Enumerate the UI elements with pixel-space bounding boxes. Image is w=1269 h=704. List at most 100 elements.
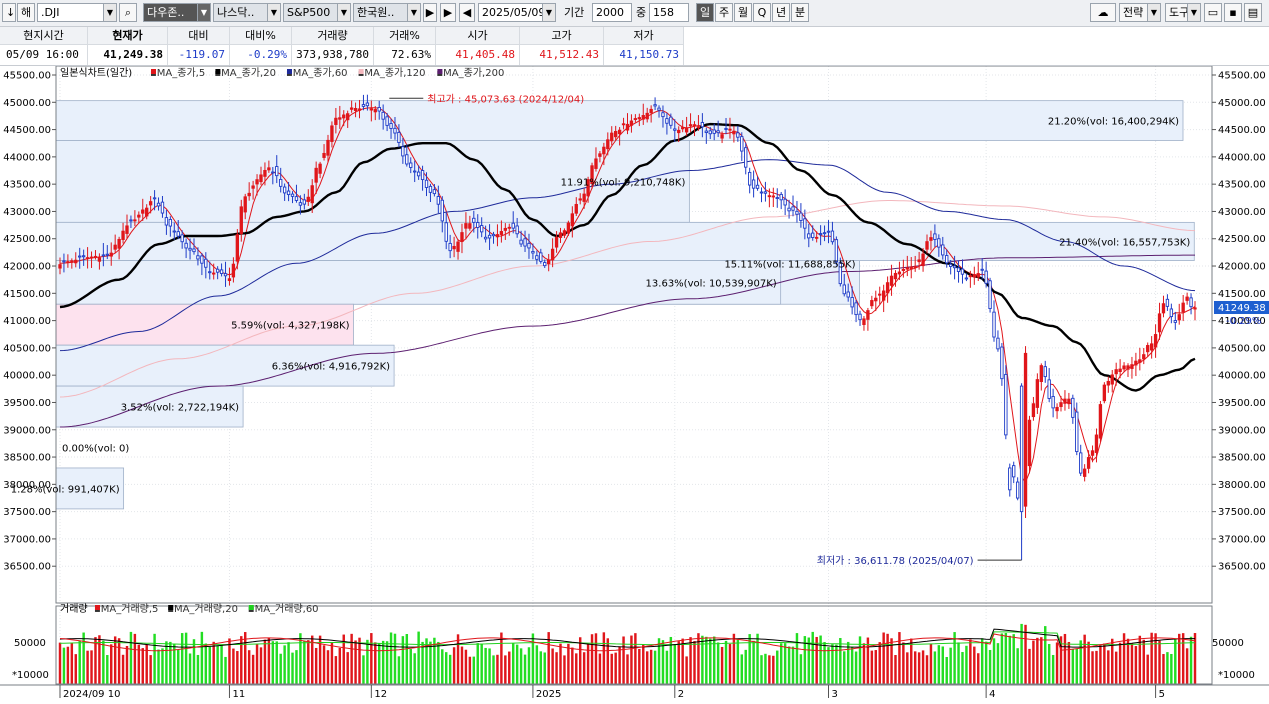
candle-body (89, 256, 94, 259)
count-input[interactable]: 158 (649, 3, 689, 22)
candle-body (1067, 398, 1071, 405)
legend-title: 일본식차트(일간) (60, 67, 132, 79)
candle-body (964, 277, 969, 280)
candle-body (204, 258, 208, 268)
print-icon[interactable]: ▤ (1244, 3, 1262, 22)
volume-profile-label: 11.91%(vol: 9,210,748K) (561, 177, 686, 188)
candle-body (984, 270, 988, 284)
candle-body (1126, 365, 1130, 370)
chevron-down-icon[interactable]: ▼ (197, 4, 210, 21)
candle-body (1098, 404, 1103, 439)
volume-bar (1020, 623, 1023, 684)
volume-bar (307, 640, 310, 684)
period-quarter-button[interactable]: Q (753, 3, 771, 22)
volume-bar (535, 645, 539, 684)
volume-bar (271, 641, 275, 684)
candle-body (653, 104, 657, 107)
candle-body (554, 236, 559, 248)
chevron-down-icon[interactable]: ▼ (542, 4, 555, 21)
volume-bar (161, 648, 164, 684)
volume-bar (539, 651, 543, 684)
period-input[interactable]: 2000 (592, 3, 632, 22)
chevron-down-icon[interactable]: ▼ (1187, 4, 1200, 21)
candle-body (814, 236, 819, 239)
y-tick-label-right: 41500.00 (1218, 289, 1266, 300)
market-selector[interactable]: 해 (17, 3, 35, 22)
period-day-button[interactable]: 일 (696, 3, 714, 22)
legend-label: ▪MA_종가,200 (436, 67, 504, 79)
folder-icon[interactable]: ▭ (1204, 3, 1222, 22)
play-icon[interactable]: ▶ (423, 3, 437, 22)
cloud-icon[interactable]: ☁ (1090, 3, 1116, 22)
candle-body (1173, 320, 1177, 323)
date-input[interactable]: 2025/05/09 ▼ (478, 3, 556, 22)
krw-tab[interactable]: 한국원.. ▼ (353, 3, 421, 22)
y-tick-label-right: 44500.00 (1218, 125, 1266, 136)
candle-body (227, 278, 232, 281)
volume-bar (232, 648, 235, 684)
volume-profile-bar (55, 221, 1195, 261)
volume-bar (906, 652, 909, 684)
strategy-button[interactable]: 전략 ▼ (1119, 3, 1161, 22)
candle-body (263, 169, 267, 177)
candle-body (838, 262, 842, 285)
candle-body (763, 191, 768, 194)
volume-bar (862, 643, 866, 684)
symbol-input[interactable]: .DJI ▼ (37, 3, 117, 22)
candle-body (369, 108, 374, 111)
save-icon[interactable]: ▪ (1224, 3, 1242, 22)
candle-body (1047, 379, 1051, 399)
dow-jones-tab[interactable]: 다우존.. ▼ (143, 3, 211, 22)
quote-change-pct-cell: 대비% -0.29% (230, 27, 292, 65)
candle-body (874, 297, 878, 302)
period-year-button[interactable]: 년 (772, 3, 790, 22)
volume-bar (1166, 652, 1169, 684)
volume-bar (141, 648, 144, 684)
sp500-tab[interactable]: S&P500 ▼ (283, 3, 351, 22)
volume-bar (1087, 641, 1090, 684)
x-tick-label: 11 (232, 689, 245, 700)
nasdaq-tab[interactable]: 나스닥.. ▼ (213, 3, 281, 22)
legend-label: ▪MA_종가,120 (358, 67, 426, 79)
period-month-button[interactable]: 월 (734, 3, 752, 22)
candle-body (381, 111, 385, 120)
candle-body (117, 238, 121, 249)
quote-header: 고가 (520, 27, 603, 45)
candle-body (681, 127, 685, 130)
chevron-down-icon[interactable]: ▼ (267, 4, 280, 21)
candle-body (1000, 346, 1004, 380)
search-icon[interactable]: ⌕ (119, 3, 137, 22)
volume-bar (177, 649, 180, 684)
prev-icon[interactable]: ◀ (459, 3, 475, 22)
volume-bar (961, 652, 964, 684)
y-tick-label-right: 43500.00 (1218, 180, 1266, 191)
volume-bar (882, 632, 885, 684)
volume-bar (701, 635, 704, 684)
volume-bar (196, 654, 200, 684)
volume-bar (291, 652, 294, 684)
candle-body (444, 222, 448, 242)
volume-bar (949, 647, 952, 684)
volume-frame (55, 605, 1213, 685)
next-icon[interactable]: ▶ (440, 3, 456, 22)
volume-bar (559, 643, 562, 684)
candle-body (365, 102, 370, 107)
volume-bar (586, 643, 590, 684)
chevron-down-icon[interactable]: ▼ (337, 4, 350, 21)
candle-body (409, 162, 413, 168)
volume-bar (823, 642, 826, 684)
y-tick-label-right: 41000.00 (1218, 316, 1266, 327)
candle-body (85, 257, 90, 260)
volume-bar (125, 645, 129, 684)
volume-bar (1059, 636, 1063, 684)
chevron-down-icon[interactable]: ▼ (103, 4, 116, 21)
tools-button[interactable]: 도구 ▼ (1165, 3, 1201, 22)
chevron-down-icon[interactable]: ▼ (407, 4, 420, 21)
chevron-down-icon[interactable]: ▼ (1147, 4, 1160, 21)
volume-ma5-line (59, 633, 1196, 652)
period-minute-button[interactable]: 분 (791, 3, 809, 22)
period-week-button[interactable]: 주 (715, 3, 733, 22)
volume-bar (917, 652, 921, 684)
collapse-icon[interactable]: ↓ (2, 3, 16, 22)
volume-bar (1051, 654, 1055, 684)
